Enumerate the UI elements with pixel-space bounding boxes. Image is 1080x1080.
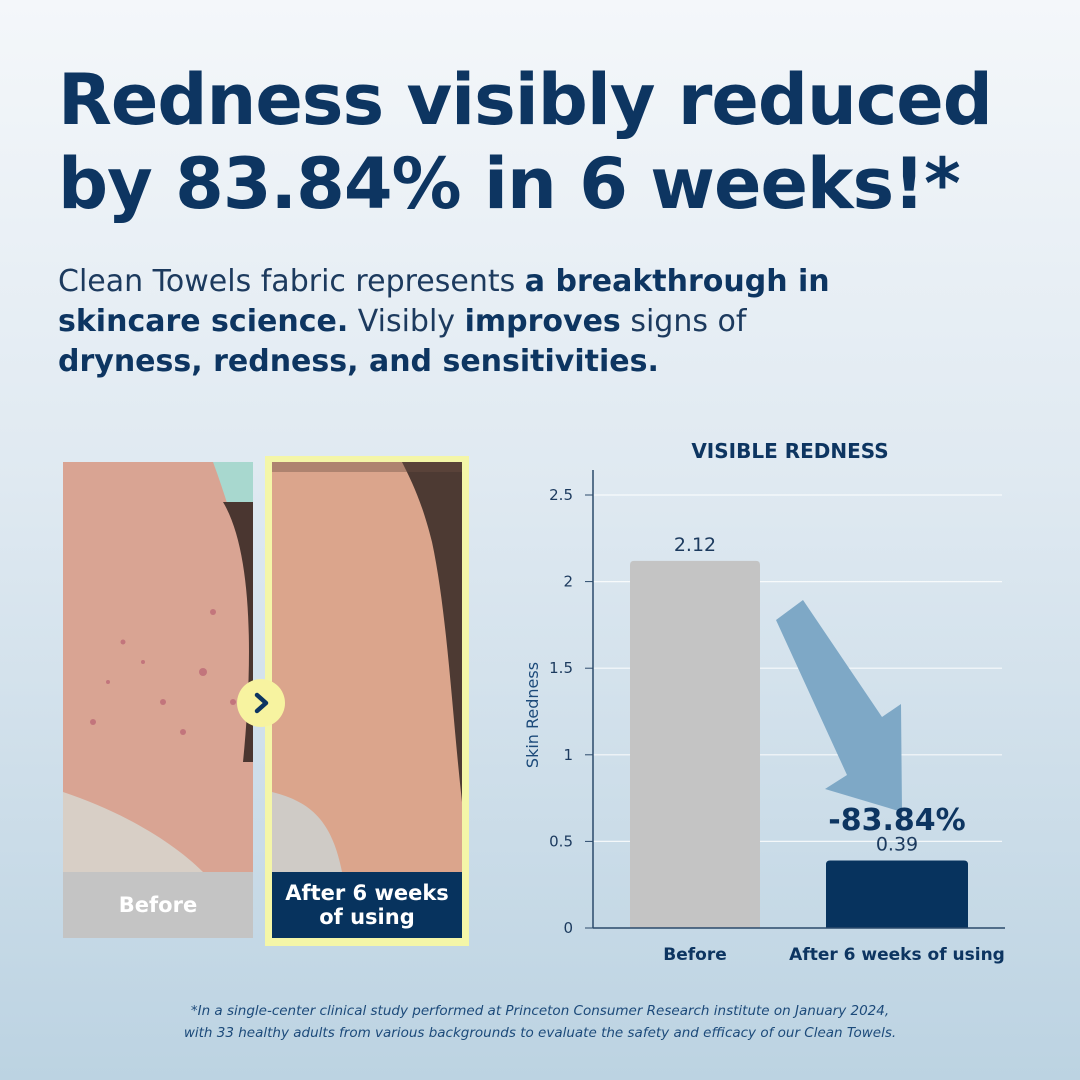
subtext-part: Clean Towels fabric represents [58,264,525,299]
x-category-label: Before [663,945,726,965]
subtext-part: Visibly [348,304,465,339]
headline: Redness visibly reduced by 83.84% in 6 w… [58,58,1058,226]
chevron-right-icon [237,679,285,727]
subtext-bold: dryness, redness, and sensitivities. [58,344,659,379]
subtext-part: signs of [620,304,747,339]
bar-value-label: 0.39 [876,833,918,855]
subtext: Clean Towels fabric represents a breakth… [58,262,958,382]
footnote: *In a single-center clinical study perfo… [0,1000,1080,1044]
bar-after [826,860,968,928]
bar-value-label: 2.12 [674,534,716,556]
y-tick-label: 2.5 [549,486,573,504]
decrease-arrow-icon [776,600,902,812]
chart-title: VISIBLE REDNESS [691,439,888,463]
subtext-bold: improves [464,304,621,339]
bar-before [630,560,760,928]
y-tick-label: 2 [563,573,573,591]
x-category-label: After 6 weeks of using [789,945,1005,965]
y-tick-label: 1.5 [549,659,573,677]
y-axis-label: Skin Redness [523,662,542,768]
y-tick-label: 0 [563,919,573,937]
y-tick-label: 0.5 [549,832,573,850]
before-label: Before [63,872,253,938]
footnote-line-1: *In a single-center clinical study perfo… [190,1003,890,1019]
reduction-annotation: -83.84% [828,803,965,838]
after-label: After 6 weeks of using [272,872,462,938]
y-tick-label: 1 [563,746,573,764]
after-photo [272,462,462,872]
subtext-bold: a breakthrough in skincare science. [58,264,830,339]
headline-line-1: Redness visibly reduced [58,59,993,141]
footnote-line-2: with 33 healthy adults from various back… [183,1025,897,1041]
before-photo [63,462,253,872]
redness-chart: VISIBLE REDNESS Skin Redness 0 0.5 1 1.5 2 2.… [523,439,1005,965]
headline-line-2: by 83.84% in 6 weeks!* [58,143,961,225]
